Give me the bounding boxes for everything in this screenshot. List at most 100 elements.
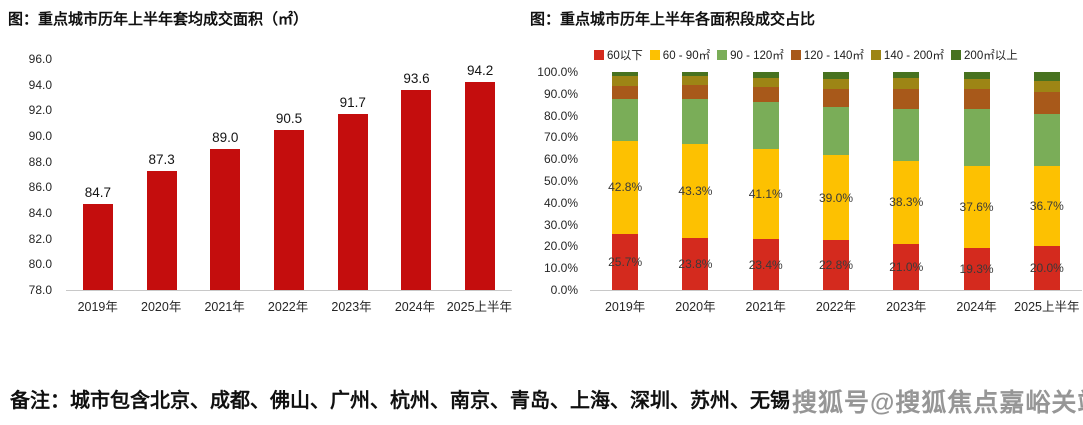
right-chart-legend: 60以下 60 - 90㎡ 90 - 120㎡ 120 - 140㎡ 140 - 200…: [594, 47, 1083, 63]
y-tick-label: 50.0%: [543, 174, 578, 188]
y-tick-label: 20.0%: [543, 239, 578, 254]
bar-segment: 23.4%: [749, 239, 783, 290]
legend-swatch: [594, 50, 604, 60]
x-axis-label: 2020年: [675, 300, 716, 314]
bar-segment: 25.7%: [608, 233, 642, 290]
y-tick-label: 30.0%: [543, 217, 578, 232]
x-axis-label: 2021年: [204, 300, 245, 314]
x-axis-label: 2020年: [141, 300, 182, 314]
bar-segment: [1033, 91, 1060, 115]
bar-segment: [893, 78, 920, 89]
y-tick-label: 90.0: [28, 128, 52, 143]
bar-segment: [822, 72, 849, 80]
legend-item: 60 - 90㎡: [649, 47, 711, 63]
x-axis-label: 2022年: [815, 300, 857, 314]
bar-column: 87.3: [130, 59, 194, 290]
bar: [465, 82, 496, 290]
segment-value-label: 25.7%: [608, 254, 643, 269]
right-chart-y-axis: 100.0% 90.0% 80.0% 70.0% 60.0% 50.0% 40.0% 30.0…: [524, 65, 584, 297]
bar-segment: [963, 108, 990, 166]
bar-segment: 43.3%: [678, 143, 712, 239]
bar-value-label: 94.2: [467, 63, 494, 79]
legend-swatch: [649, 50, 660, 60]
legend-swatch: [717, 50, 728, 60]
legend-item: 200㎡以上: [951, 47, 1018, 63]
bar-segment: 20.0%: [1030, 246, 1064, 290]
x-axis-label: 2024年: [394, 300, 436, 314]
bar-segment: 41.1%: [749, 149, 783, 239]
segment-value-label: 20.0%: [1029, 261, 1064, 276]
segment-value-label: 36.7%: [1029, 199, 1064, 214]
segment-value-label: 39.0%: [818, 190, 853, 205]
y-tick-label: 80.0%: [543, 108, 578, 123]
bar-segment: [682, 99, 709, 144]
y-tick-label: 94.0: [28, 77, 52, 92]
right-chart-title: 图：重点城市历年上半年各面积段成交占比: [530, 12, 816, 28]
legend-swatch: [790, 50, 801, 60]
legend-label: 60 - 90㎡: [662, 50, 711, 62]
x-axis-label: 2024年: [956, 300, 997, 314]
x-axis-label: 2022年: [267, 300, 309, 314]
y-tick-label: 70.0%: [543, 130, 578, 145]
bar-segment: [893, 109, 920, 161]
y-tick-label: 78.0: [28, 283, 52, 297]
segment-value-label: 23.4%: [748, 257, 783, 272]
bar-segment: [612, 75, 639, 87]
x-axis-label: 2025上半年: [446, 300, 513, 314]
bar-value-label: 93.6: [403, 70, 430, 86]
bar-value-label: 84.7: [84, 185, 111, 201]
y-tick-label: 80.0: [28, 257, 52, 272]
legend-label: 60以下: [607, 50, 643, 62]
bar-segment: 19.3%: [960, 247, 994, 290]
bar-value-label: 90.5: [275, 110, 303, 126]
left-chart-x-axis: 2019年 2020年 2021年 2022年 2023年 2024年 2025上半年: [66, 296, 512, 315]
y-tick-label: 88.0: [28, 154, 52, 169]
bar: [337, 114, 368, 290]
left-chart-y-axis: 96.0 94.0 92.0 90.0 88.0 86.0 84.0 82.0 80.0 78.0: [0, 52, 58, 297]
bar-segment: [1033, 72, 1060, 82]
stacked-bar-column: 23.4% 41.1%: [731, 72, 801, 290]
bar-segment: 37.6%: [960, 165, 994, 248]
stacked-bar-column: 19.3% 37.6%: [941, 72, 1011, 290]
legend-swatch: [951, 50, 962, 60]
segment-value-label: 41.1%: [748, 187, 783, 202]
y-tick-label: 100.0%: [537, 65, 578, 79]
legend-label: 200㎡以上: [964, 50, 1018, 62]
stacked-bar-column: 22.8% 39.0%: [801, 72, 871, 290]
bar-segment: 39.0%: [819, 155, 853, 241]
x-axis-label: 2019年: [604, 300, 646, 314]
bar-segment: 22.8%: [819, 240, 853, 290]
y-tick-label: 40.0%: [543, 195, 578, 210]
bar-segment: [1033, 81, 1060, 92]
x-axis-label: 2021年: [745, 300, 786, 314]
bar-value-label: 89.0: [212, 129, 239, 145]
y-tick-label: 84.0: [28, 205, 52, 220]
bar-column: 94.2: [448, 59, 512, 290]
bar-segment: 23.8%: [678, 238, 712, 290]
y-tick-label: 90.0%: [543, 86, 578, 101]
bar-column: 90.5: [257, 59, 321, 290]
bar-segment: [612, 99, 639, 141]
stacked-bar-column: 25.7% 42.8%: [590, 72, 660, 290]
bar-segment: [963, 89, 990, 109]
bar-segment: [752, 77, 779, 87]
x-axis-label: 2025上半年: [1014, 300, 1080, 314]
right-chart-plot-area: 25.7% 42.8% 23.8% 43.3% 23.4% 41.1% 22.8% 39.0%…: [590, 72, 1082, 291]
bar-segment: [682, 76, 709, 86]
left-chart-title: 图：重点城市历年上半年套均成交面积（㎡）: [8, 12, 309, 28]
segment-value-label: 37.6%: [959, 199, 994, 214]
y-tick-label: 82.0: [28, 231, 52, 246]
footnote-cities: 备注：城市包含北京、成都、佛山、广州、杭州、南京、青岛、上海、深圳、苏州、无锡: [10, 390, 790, 412]
segment-value-label: 23.8%: [678, 257, 713, 272]
bar-segment: [682, 85, 709, 100]
bar-segment: [963, 72, 990, 80]
bar-value-label: 91.7: [339, 95, 366, 111]
segment-value-label: 38.3%: [889, 195, 924, 210]
segment-value-label: 21.0%: [889, 260, 924, 275]
y-tick-label: 92.0: [28, 103, 52, 118]
x-axis-label: 2023年: [886, 300, 927, 314]
right-chart-x-axis: 2019年 2020年 2021年 2022年 2023年 2024年 2025上半年: [590, 296, 1082, 315]
bar-segment: [682, 72, 709, 77]
segment-value-label: 22.8%: [818, 258, 853, 273]
stacked-bar-column: 23.8% 43.3%: [660, 72, 730, 290]
